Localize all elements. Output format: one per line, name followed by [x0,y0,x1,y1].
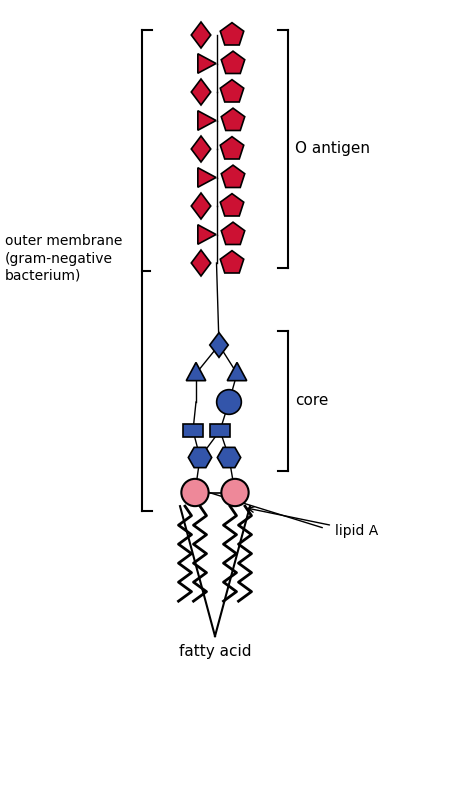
Polygon shape [197,111,216,130]
Polygon shape [217,447,240,467]
Text: fatty acid: fatty acid [178,644,251,659]
Polygon shape [191,22,210,48]
Polygon shape [221,165,244,187]
Polygon shape [221,222,244,245]
Polygon shape [227,362,246,381]
Polygon shape [197,168,216,187]
Polygon shape [182,424,202,437]
Polygon shape [210,424,229,437]
Polygon shape [191,193,210,219]
Polygon shape [191,136,210,162]
Circle shape [181,479,208,506]
Circle shape [216,390,241,414]
Polygon shape [191,79,210,105]
Polygon shape [197,225,216,245]
Text: lipid A: lipid A [248,507,377,537]
Circle shape [221,479,248,506]
Polygon shape [220,194,243,216]
Polygon shape [220,80,243,102]
Polygon shape [191,250,210,276]
Polygon shape [186,362,205,381]
Polygon shape [220,136,243,159]
Text: O antigen: O antigen [294,141,369,157]
Polygon shape [220,251,243,273]
Polygon shape [209,332,228,358]
Text: core: core [294,393,328,408]
Polygon shape [221,108,244,131]
Polygon shape [188,447,211,467]
Polygon shape [197,54,216,73]
Polygon shape [220,23,243,45]
Text: outer membrane
(gram-negative
bacterium): outer membrane (gram-negative bacterium) [5,234,122,283]
Polygon shape [221,51,244,73]
